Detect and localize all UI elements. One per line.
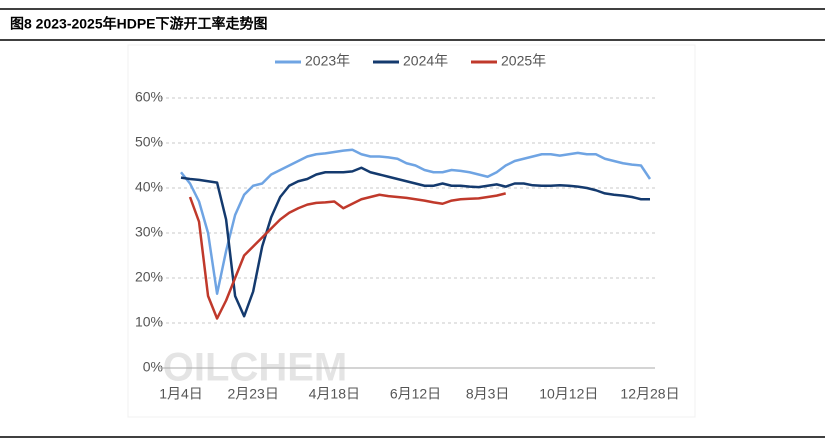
chart-title: 图8 2023-2025年HDPE下游开工率走势图	[10, 16, 268, 32]
x-tick-label: 6月12日	[390, 386, 441, 402]
legend-label: 2023年	[305, 53, 350, 69]
series-line	[188, 192, 506, 320]
series-line	[180, 148, 652, 295]
y-tick-label: 10%	[135, 314, 163, 330]
legend-label: 2025年	[501, 53, 546, 69]
x-tick-label: 1月4日	[159, 386, 203, 402]
y-tick-label: 0%	[143, 359, 163, 375]
y-tick-label: 40%	[135, 179, 163, 195]
x-tick-label: 4月18日	[309, 386, 360, 402]
x-tick-label: 12月28日	[620, 386, 679, 402]
x-tick-label: 10月12日	[539, 386, 598, 402]
x-tick-label: 8月3日	[466, 386, 510, 402]
plot-panel	[127, 44, 696, 418]
x-tick-label: 2月23日	[227, 386, 278, 402]
y-tick-label: 30%	[135, 224, 163, 240]
y-tick-label: 20%	[135, 269, 163, 285]
series-line	[180, 166, 650, 318]
y-tick-label: 60%	[135, 89, 163, 105]
y-tick-label: 50%	[135, 134, 163, 150]
legend-label: 2024年	[403, 53, 448, 69]
